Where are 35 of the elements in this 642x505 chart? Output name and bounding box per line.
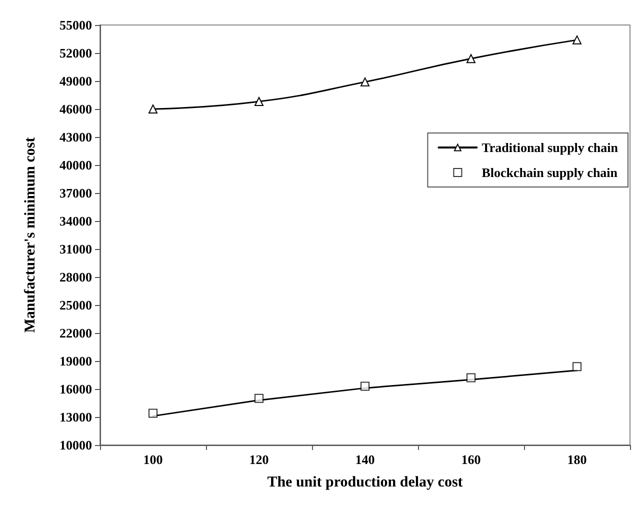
y-tick-label: 55000 (60, 18, 92, 32)
y-axis-title: Manufacturer's minimum cost (22, 137, 38, 333)
y-tick-label: 25000 (60, 298, 92, 312)
point (254, 97, 264, 106)
point (572, 362, 582, 372)
y-tick-label: 22000 (60, 326, 92, 340)
y-tick-label: 37000 (60, 186, 92, 200)
x-tick-label: 160 (461, 452, 481, 467)
y-tick-label: 40000 (60, 158, 92, 172)
x-tick-label: 140 (355, 452, 375, 467)
point (148, 104, 158, 114)
y-tick-label: 16000 (60, 382, 92, 396)
y-tick-label: 31000 (60, 242, 92, 256)
y-tick-label: 34000 (60, 214, 92, 228)
y-tick-label: 19000 (60, 354, 92, 368)
x-tick-label: 100 (143, 452, 163, 467)
y-tick-label: 43000 (60, 130, 92, 144)
x-tick-label: 120 (249, 452, 269, 467)
y-tick-label: 10000 (60, 438, 92, 452)
x-tick-label: 180 (567, 452, 587, 467)
point (360, 77, 370, 86)
x-axis-title: The unit production delay cost (267, 474, 463, 490)
point (572, 35, 582, 44)
point (148, 408, 158, 418)
y-tick-label: 52000 (60, 46, 92, 60)
legend-label: Blockchain supply chain (482, 165, 618, 180)
point (466, 373, 476, 382)
point (254, 394, 264, 403)
point (466, 54, 476, 64)
y-tick-label: 46000 (60, 102, 92, 116)
y-tick-label: 28000 (60, 270, 92, 284)
legend-label: Traditional supply chain (482, 140, 619, 155)
y-tick-label: 49000 (60, 74, 92, 88)
point (360, 382, 370, 391)
y-tick-label: 13000 (60, 410, 92, 424)
